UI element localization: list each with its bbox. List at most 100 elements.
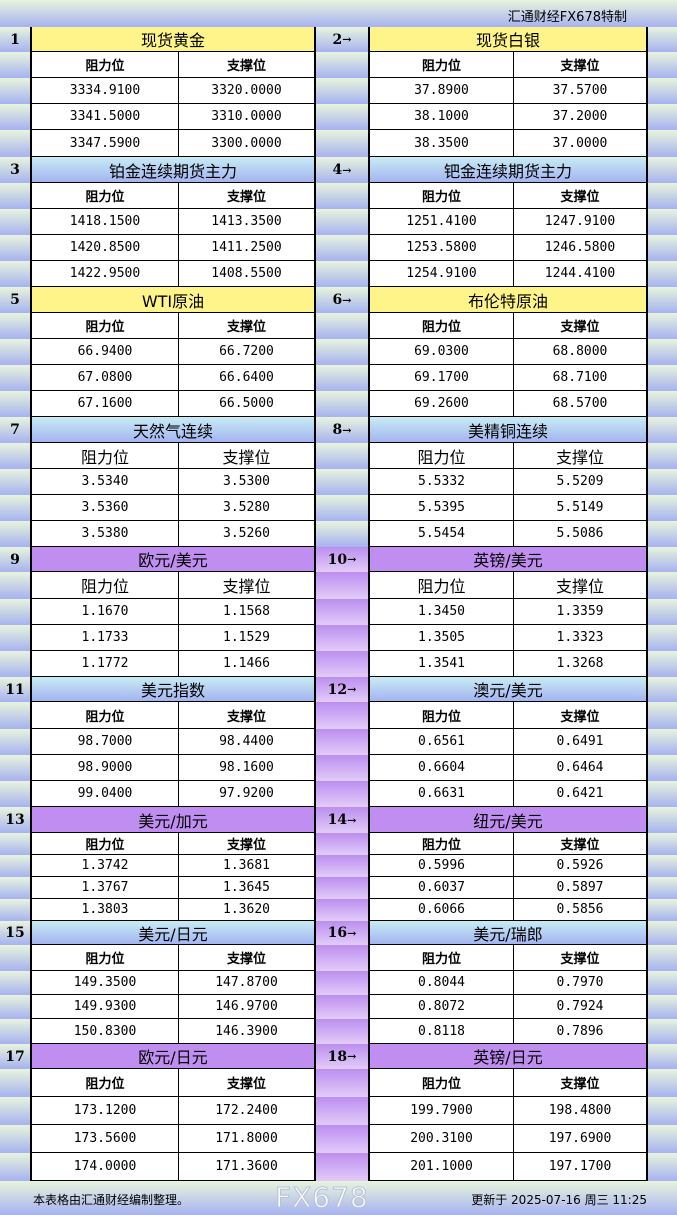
resistance-value: 0.6604 [368, 755, 514, 781]
resistance-value: 69.0300 [368, 339, 514, 365]
support-value: 0.6464 [514, 755, 648, 781]
support-value: 5.5086 [514, 521, 648, 547]
resistance-value: 1.1772 [30, 651, 179, 677]
support-value: 1.1568 [179, 599, 316, 625]
side-stripe [648, 781, 677, 807]
side-stripe [0, 781, 30, 807]
resistance-value: 67.0800 [30, 365, 179, 391]
side-stripe [0, 104, 30, 130]
resistance-value: 173.5600 [30, 1125, 179, 1153]
support-value: 1408.5500 [179, 261, 316, 287]
support-value: 1.3359 [514, 599, 648, 625]
side-stripe [0, 877, 30, 899]
middle-stripe [316, 702, 368, 729]
support-value: 146.3900 [179, 1019, 316, 1044]
middle-stripe [316, 877, 368, 899]
resistance-value: 37.8900 [368, 78, 514, 104]
support-value: 0.7970 [514, 971, 648, 995]
support-header: 支撑位 [514, 945, 648, 971]
column-header-row: 阻力位 支撑位 阻力位 支撑位 [0, 183, 677, 209]
middle-stripe [316, 365, 368, 391]
middle-stripe [316, 971, 368, 995]
support-value: 171.8000 [179, 1125, 316, 1153]
resistance-header: 阻力位 [30, 52, 179, 78]
support-value: 0.7896 [514, 1019, 648, 1044]
support-value: 1413.3500 [179, 209, 316, 235]
support-header: 支撑位 [179, 443, 316, 469]
side-stripe [648, 1097, 677, 1125]
title-row: 17 18 → 欧元/日元 英镑/日元 [0, 1044, 677, 1069]
side-stripe [0, 391, 30, 417]
side-stripe [648, 130, 677, 157]
support-header: 支撑位 [179, 833, 316, 855]
data-row: 173.5600 171.8000 200.3100 197.6900 [0, 1125, 677, 1153]
resistance-value: 0.8072 [368, 995, 514, 1019]
block-number: 10 → [316, 547, 368, 572]
resistance-value: 0.8118 [368, 1019, 514, 1044]
side-stripe [648, 971, 677, 995]
block-pair: 7 8 → 天然气连续 美精铜连续 阻力位 支撑位 阻力位 支撑位 3.5340 3.5300 5.5… [0, 417, 677, 547]
middle-stripe [316, 339, 368, 365]
block-number-text: 16 [327, 925, 348, 941]
side-stripe [648, 625, 677, 651]
title-row: 3 4 → 铂金连续期货主力 钯金连续期货主力 [0, 157, 677, 183]
middle-stripe [316, 183, 368, 209]
block-title: 美元指数 [30, 677, 316, 702]
side-stripe [648, 1044, 677, 1069]
resistance-value: 98.7000 [30, 729, 179, 755]
side-stripe [0, 971, 30, 995]
block-number-text: 4 [332, 162, 343, 178]
data-row: 1.3803 1.3620 0.6066 0.5856 [0, 899, 677, 921]
arrow-right-icon: → [342, 163, 352, 177]
footer: 本表格由汇通财经编制整理。 FX678 更新于 2025-07-16 周三 11… [0, 1181, 677, 1215]
resistance-value: 3.5380 [30, 521, 179, 547]
support-value: 1411.2500 [179, 235, 316, 261]
data-row: 3.5360 3.5280 5.5395 5.5149 [0, 495, 677, 521]
resistance-value: 3347.5900 [30, 130, 179, 157]
support-value: 68.8000 [514, 339, 648, 365]
support-value: 0.6421 [514, 781, 648, 807]
side-stripe [0, 599, 30, 625]
support-value: 37.2000 [514, 104, 648, 130]
data-row: 3.5340 3.5300 5.5332 5.5209 [0, 469, 677, 495]
top-banner: 汇通财经FX678特制 [0, 0, 677, 27]
support-value: 1247.9100 [514, 209, 648, 235]
resistance-value: 1253.5800 [368, 235, 514, 261]
block-number: 7 [0, 417, 30, 443]
data-row: 1418.1500 1413.3500 1251.4100 1247.9100 [0, 209, 677, 235]
middle-stripe [316, 261, 368, 287]
support-value: 68.7100 [514, 365, 648, 391]
side-stripe [648, 209, 677, 235]
resistance-value: 1.1733 [30, 625, 179, 651]
title-row: 1 2 → 现货黄金 现货白银 [0, 27, 677, 52]
title-row: 9 10 → 欧元/美元 英镑/美元 [0, 547, 677, 572]
middle-stripe [316, 1097, 368, 1125]
column-header-row: 阻力位 支撑位 阻力位 支撑位 [0, 1069, 677, 1097]
side-stripe [0, 78, 30, 104]
data-row: 150.8300 146.3900 0.8118 0.7896 [0, 1019, 677, 1044]
block-pair: 17 18 → 欧元/日元 英镑/日元 阻力位 支撑位 阻力位 支撑位 173.1200 172.2… [0, 1044, 677, 1181]
side-stripe [648, 287, 677, 313]
side-stripe [0, 625, 30, 651]
support-header: 支撑位 [179, 572, 316, 599]
support-value: 3320.0000 [179, 78, 316, 104]
middle-stripe [316, 209, 368, 235]
resistance-value: 1.3767 [30, 877, 179, 899]
resistance-header: 阻力位 [368, 702, 514, 729]
side-stripe [648, 1153, 677, 1181]
side-stripe [648, 677, 677, 702]
block-pair: 3 4 → 铂金连续期货主力 钯金连续期货主力 阻力位 支撑位 阻力位 支撑位 1418.1500… [0, 157, 677, 287]
side-stripe [648, 855, 677, 877]
block-title: 欧元/日元 [30, 1044, 316, 1069]
side-stripe [648, 945, 677, 971]
support-header: 支撑位 [514, 313, 648, 339]
support-value: 3.5280 [179, 495, 316, 521]
support-value: 3310.0000 [179, 104, 316, 130]
block-number: 16 → [316, 921, 368, 945]
data-row: 174.0000 171.3600 201.1000 197.1700 [0, 1153, 677, 1181]
resistance-value: 1422.9500 [30, 261, 179, 287]
side-stripe [0, 235, 30, 261]
support-value: 66.6400 [179, 365, 316, 391]
resistance-header: 阻力位 [30, 702, 179, 729]
support-value: 0.6491 [514, 729, 648, 755]
